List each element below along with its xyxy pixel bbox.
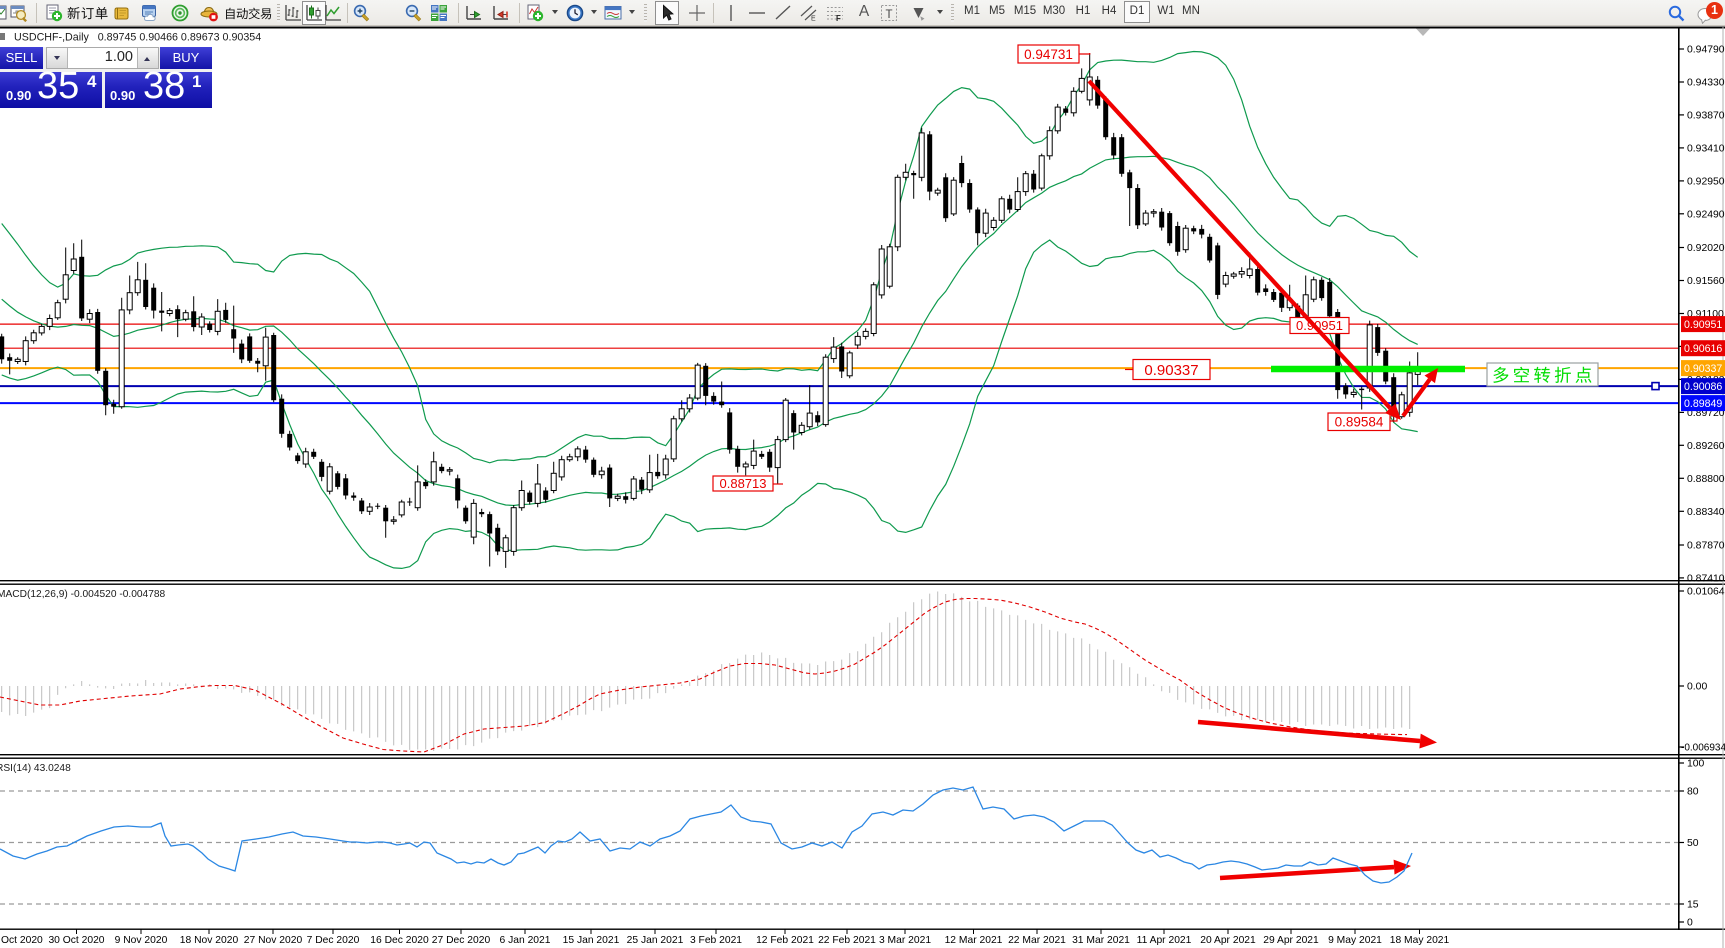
- svg-text:0.89849: 0.89849: [1684, 398, 1722, 410]
- svg-text:12 Mar 2021: 12 Mar 2021: [945, 935, 1003, 946]
- svg-text:0.91100: 0.91100: [1687, 309, 1724, 320]
- svg-text:6 Jan 2021: 6 Jan 2021: [500, 935, 551, 946]
- svg-text:-0.006934: -0.006934: [1681, 743, 1725, 754]
- svg-text:30 Oct 2020: 30 Oct 2020: [48, 935, 104, 946]
- svg-text:0.90086: 0.90086: [1684, 381, 1722, 393]
- svg-text:0.94790: 0.94790: [1687, 45, 1725, 56]
- svg-text:9 Nov 2020: 9 Nov 2020: [115, 935, 168, 946]
- svg-text:0.89260: 0.89260: [1687, 441, 1725, 452]
- svg-text:50: 50: [1687, 838, 1699, 849]
- svg-text:15 Jan 2021: 15 Jan 2021: [563, 935, 620, 946]
- svg-text:29 Apr 2021: 29 Apr 2021: [1263, 935, 1319, 946]
- svg-text:0.92020: 0.92020: [1687, 243, 1725, 254]
- svg-text:18 May 2021: 18 May 2021: [1390, 935, 1450, 946]
- svg-text:16 Dec 2020: 16 Dec 2020: [370, 935, 429, 946]
- svg-text:12 Feb 2021: 12 Feb 2021: [756, 935, 814, 946]
- svg-text:0.89584: 0.89584: [1335, 415, 1384, 430]
- svg-text:0.90337: 0.90337: [1144, 362, 1198, 379]
- svg-text:0.88340: 0.88340: [1687, 507, 1725, 518]
- svg-text:F: F: [836, 14, 841, 22]
- svg-text:22 Feb 2021: 22 Feb 2021: [818, 935, 876, 946]
- svg-text:0.00: 0.00: [1687, 682, 1707, 693]
- svg-text:3 Mar 2021: 3 Mar 2021: [879, 935, 931, 946]
- svg-text:3 Feb 2021: 3 Feb 2021: [690, 935, 742, 946]
- svg-text:0.89720: 0.89720: [1687, 408, 1725, 419]
- svg-text:7 Dec 2020: 7 Dec 2020: [307, 935, 360, 946]
- svg-text:11 Apr 2021: 11 Apr 2021: [1137, 935, 1192, 946]
- svg-text:0.90616: 0.90616: [1684, 343, 1722, 355]
- svg-text:0.93870: 0.93870: [1687, 111, 1725, 122]
- svg-text:15: 15: [1687, 900, 1699, 911]
- svg-text:0.90951: 0.90951: [1684, 319, 1722, 331]
- svg-text:0.93410: 0.93410: [1687, 144, 1725, 155]
- svg-text:80: 80: [1687, 787, 1699, 798]
- svg-text:9 May 2021: 9 May 2021: [1328, 935, 1382, 946]
- svg-text:USDCHF-,Daily 0.89745 0.9046: USDCHF-,Daily 0.89745 0.90466 0.89673 0.…: [14, 32, 261, 44]
- svg-text:27 Dec 2020: 27 Dec 2020: [432, 935, 491, 946]
- svg-text:25 Jan 2021: 25 Jan 2021: [627, 935, 684, 946]
- svg-text:0.88713: 0.88713: [720, 476, 767, 491]
- svg-text:0.94330: 0.94330: [1687, 78, 1725, 89]
- svg-text:0.92950: 0.92950: [1687, 177, 1725, 188]
- svg-text:18 Nov 2020: 18 Nov 2020: [180, 935, 239, 946]
- svg-text:0.88800: 0.88800: [1687, 474, 1725, 485]
- svg-text:0.90337: 0.90337: [1684, 363, 1722, 375]
- svg-text:0: 0: [1687, 918, 1693, 929]
- svg-text:0.01064: 0.01064: [1687, 587, 1725, 598]
- svg-text:0.90951: 0.90951: [1296, 318, 1343, 333]
- svg-text:100: 100: [1687, 759, 1705, 770]
- svg-text:T: T: [886, 9, 893, 21]
- svg-text:27 Nov 2020: 27 Nov 2020: [244, 935, 303, 946]
- svg-text:0.92490: 0.92490: [1687, 210, 1725, 221]
- svg-text:20 Apr 2021: 20 Apr 2021: [1200, 935, 1256, 946]
- svg-text:Oct 2020: Oct 2020: [1, 935, 43, 946]
- svg-text:31 Mar 2021: 31 Mar 2021: [1072, 935, 1130, 946]
- svg-text:0.87870: 0.87870: [1687, 541, 1725, 552]
- svg-text:0.87410: 0.87410: [1687, 574, 1725, 585]
- svg-text:MACD(12,26,9) -0.004520 -0.004: MACD(12,26,9) -0.004520 -0.004788: [0, 589, 166, 600]
- svg-text:RSI(14) 43.0248: RSI(14) 43.0248: [0, 763, 71, 774]
- svg-text:0.91560: 0.91560: [1687, 276, 1725, 287]
- svg-text:0.94731: 0.94731: [1024, 47, 1073, 62]
- svg-text:22 Mar 2021: 22 Mar 2021: [1008, 935, 1066, 946]
- svg-text:E: E: [811, 16, 816, 23]
